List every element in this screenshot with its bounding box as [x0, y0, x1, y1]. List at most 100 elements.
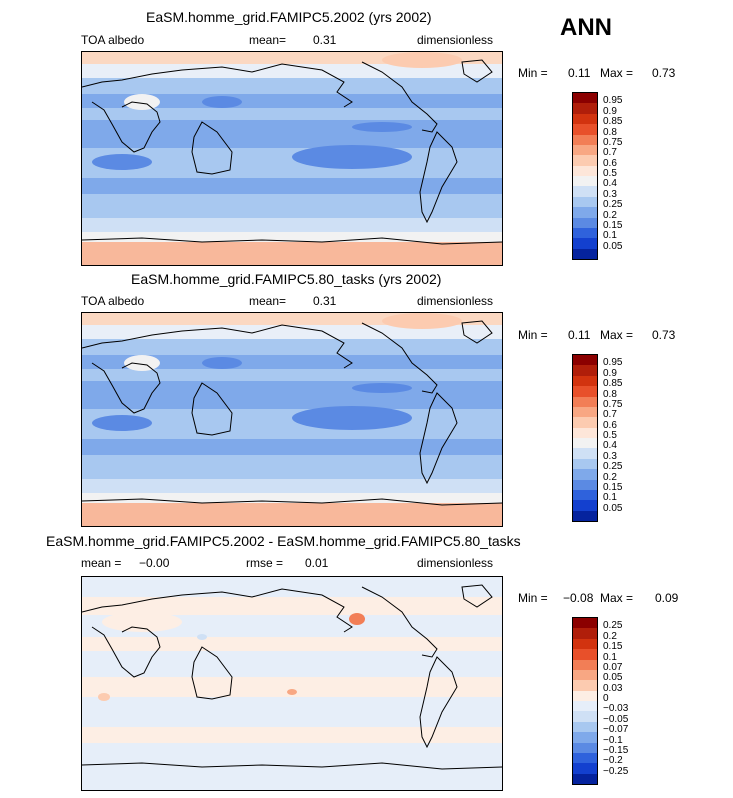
panel-1-max-value: 0.73	[652, 66, 676, 80]
colorbar-swatch	[573, 113, 597, 125]
colorbar-tick-label: 0.9	[603, 105, 617, 117]
colorbar-swatch	[573, 124, 597, 135]
colorbar-swatch	[573, 500, 597, 511]
colorbar-tick-label: 0.8	[603, 388, 617, 400]
colorbar-swatch	[573, 103, 597, 114]
colorbar-swatch	[573, 406, 597, 418]
colorbar-swatch	[573, 669, 597, 681]
colorbar-swatch	[573, 217, 597, 228]
colorbar-tick-label: 0.1	[603, 651, 617, 663]
colorbar-tick-label: −0.05	[603, 713, 629, 725]
panel-3-units: dimensionless	[417, 556, 494, 570]
season-label: ANN	[560, 14, 612, 41]
colorbar-swatch	[573, 690, 597, 701]
colorbar-swatch	[573, 207, 597, 218]
colorbar-swatch	[573, 732, 597, 743]
colorbar-tick-label: 0.05	[603, 502, 623, 514]
panel-2-colorbar	[572, 354, 598, 522]
colorbar-tick-label: 0.1	[603, 230, 617, 242]
colorbar-swatch	[573, 448, 597, 459]
colorbar-swatch	[573, 618, 597, 629]
colorbar-tick-label: 0.3	[603, 450, 617, 462]
colorbar-tick-label: 0.05	[603, 240, 623, 252]
colorbar-swatch	[573, 196, 597, 208]
colorbar-swatch	[573, 176, 597, 187]
colorbar-tick-label: 0.05	[603, 672, 623, 684]
panel-3-colorbar	[572, 617, 598, 785]
colorbar-tick-label: 0.6	[603, 157, 617, 169]
colorbar-tick-label: 0.15	[603, 481, 623, 493]
panel-2-mean-label: mean=	[249, 294, 287, 308]
colorbar-swatch	[573, 773, 597, 784]
colorbar-swatch	[573, 763, 597, 774]
colorbar-swatch	[573, 144, 597, 156]
colorbar-tick-label: 0.07	[603, 661, 623, 673]
panel-1-mean-label: mean=	[249, 33, 287, 47]
panel-1-mean-value: 0.31	[313, 33, 337, 47]
panel-3-min-label: Min =	[518, 591, 548, 605]
colorbar-tick-label: 0.9	[603, 367, 617, 379]
colorbar-tick-label: 0.95	[603, 357, 623, 369]
colorbar-swatch	[573, 427, 597, 438]
colorbar-tick-label: 0.2	[603, 209, 617, 221]
panel-3-map	[81, 576, 503, 791]
panel-2-max-value: 0.73	[652, 328, 676, 342]
panel-2-max-label: Max =	[600, 328, 634, 342]
panel-1-min-value: 0.11	[568, 66, 591, 80]
colorbar-swatch	[573, 438, 597, 449]
panel-2-min-value: 0.11	[568, 328, 591, 342]
colorbar-swatch	[573, 248, 597, 259]
colorbar-tick-label: −0.2	[603, 755, 623, 767]
panel-1-colorbar	[572, 92, 598, 260]
colorbar-tick-label: 0.5	[603, 430, 617, 441]
colorbar-swatch	[573, 711, 597, 722]
colorbar-tick-label: 0.7	[603, 147, 617, 159]
colorbar-swatch	[573, 649, 597, 660]
colorbar-tick-label: 0.1	[603, 492, 617, 504]
colorbar-swatch	[573, 510, 597, 521]
colorbar-swatch	[573, 659, 597, 670]
panel-1-min-label: Min =	[518, 66, 548, 80]
colorbar-swatch	[573, 365, 597, 376]
panel-2-min-label: Min =	[518, 328, 548, 342]
panel-3-max-label: Max =	[600, 591, 634, 605]
colorbar-swatch	[573, 458, 597, 470]
panel-1-variable-label: TOA albedo	[81, 33, 145, 47]
colorbar-tick-label: −0.1	[603, 734, 623, 746]
colorbar-tick-label: 0.85	[603, 378, 623, 390]
colorbar-swatch	[573, 479, 597, 490]
panel-3-rmse-value: 0.01	[305, 556, 329, 570]
colorbar-swatch	[573, 186, 597, 197]
panel-2-variable-label: TOA albedo	[81, 294, 145, 308]
colorbar-swatch	[573, 742, 597, 753]
panel-3-title: EaSM.homme_grid.FAMIPC5.2002 - EaSM.homm…	[46, 533, 521, 549]
colorbar-tick-label: 0.15	[603, 641, 623, 653]
panel-3-mean-value: −0.00	[139, 556, 170, 570]
colorbar-tick-label: 0.03	[603, 682, 623, 694]
panel-1-map	[81, 51, 503, 266]
colorbar-tick-label: 0.2	[603, 471, 617, 483]
panel-3-rmse-label: rmse =	[246, 556, 284, 570]
colorbar-tick-label: 0.4	[603, 178, 617, 190]
colorbar-tick-label: 0.7	[603, 409, 617, 421]
colorbar-tick-label: 0.4	[603, 440, 617, 452]
colorbar-swatch	[573, 752, 597, 764]
colorbar-tick-label: −0.25	[603, 765, 629, 777]
panel-3-max-value: 0.09	[655, 591, 679, 605]
panel-2-map	[81, 312, 503, 527]
colorbar-swatch	[573, 680, 597, 691]
colorbar-tick-label: −0.07	[603, 724, 629, 736]
colorbar-swatch	[573, 238, 597, 249]
colorbar-swatch	[573, 165, 597, 176]
colorbar-swatch	[573, 375, 597, 387]
colorbar-tick-label: 0.5	[603, 168, 617, 179]
colorbar-swatch	[573, 386, 597, 397]
colorbar-tick-label: 0.2	[603, 630, 617, 642]
colorbar-swatch	[573, 155, 597, 166]
colorbar-tick-label: 0.25	[603, 461, 623, 473]
colorbar-tick-label: 0.3	[603, 188, 617, 200]
colorbar-swatch	[573, 355, 597, 366]
colorbar-swatch	[573, 721, 597, 733]
panel-1-max-label: Max =	[600, 66, 634, 80]
panel-1-title: EaSM.homme_grid.FAMIPC5.2002 (yrs 2002)	[146, 9, 432, 25]
